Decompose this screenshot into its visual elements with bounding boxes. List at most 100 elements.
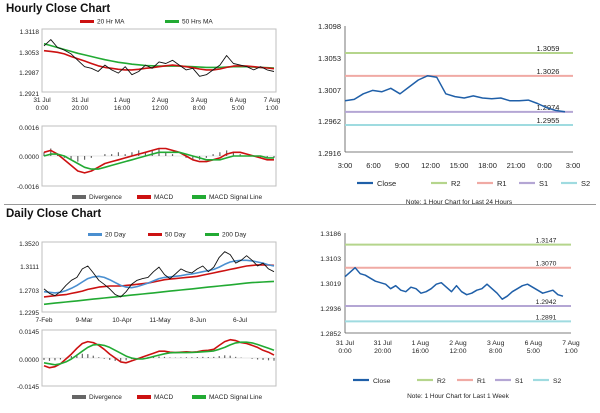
last_week-level-label: 1.3147 [536,238,557,245]
last_week-x-tick-label: 2 Aug [449,340,467,347]
last24_hours-legend-label: R2 [451,179,461,188]
last_week-x-tick-label: 12:00 [449,348,466,355]
daily_price-legend-swatch [205,233,219,236]
hourly_price-x-tick-label: 31 Jul [33,97,51,104]
hourly_price-y-tick-label: 1.3118 [20,29,40,36]
hourly_macd-y-tick-label: 0.0000 [19,154,39,161]
section-divider [4,204,596,205]
daily_macd-legend-swatch [72,395,86,399]
daily_price-legend-swatch [88,233,102,236]
hourly_price-legend-label: 20 Hr MA [97,19,125,26]
last24_hours-y-tick-label: 1.2916 [318,149,341,158]
hourly_macd-legend-label: Divergence [89,194,122,201]
daily_macd-y-tick-label: 0.0000 [19,357,39,364]
hourly_price-legend-swatch [165,20,179,23]
daily_price-y-tick-label: 1.2295 [19,310,39,317]
daily_price-y-tick-label: 1.3111 [20,264,39,271]
last_week-x-tick-label: 5:00 [527,348,540,355]
daily_price-series-line [43,280,275,306]
daily_macd-legend-label: MACD Signal Line [209,394,262,401]
daily_price-series-line [43,264,275,298]
last_week-x-tick-label: 16:00 [412,348,429,355]
hourly_macd-y-tick-label: -0.0016 [17,184,39,191]
daily_price-legend-label: 200 Day [222,232,247,239]
last_week-level-label: 1.2891 [536,314,557,321]
hourly_price-series-line [43,49,275,71]
last24_hours-note: Note: 1 Hour Chart for Last 24 Hours [406,199,513,206]
daily_price-legend-label: 20 Day [105,232,126,239]
last24_hours-x-tick-label: 3:00 [566,161,581,170]
last_week-x-tick-label: 20:00 [374,348,391,355]
daily_macd-y-tick-label: 0.0145 [19,329,39,336]
daily_macd-legend-label: MACD [154,394,173,401]
last24_hours-legend-label: R1 [497,179,507,188]
daily_price-series-line [43,259,275,294]
last24_hours-y-tick-label: 1.3007 [318,86,341,95]
last_week-legend-label: S2 [553,378,562,385]
last_week-close-line [344,266,564,300]
last_week-x-tick-label: 7 Aug [562,340,580,347]
last24_hours-level-label: 1.3059 [537,44,560,53]
last_week-legend-label: R1 [477,378,486,385]
daily_price-x-tick-label: 10-Apr [112,317,132,324]
last24_hours-legend-label: S2 [581,179,590,188]
daily-section-title: Daily Close Chart [6,208,102,220]
daily_price-x-tick-label: 6-Jul [233,317,248,324]
hourly_macd-legend-swatch [192,195,206,199]
daily_price-y-tick-label: 1.3520 [19,241,39,248]
hourly_price-x-tick-label: 5:00 [232,105,245,112]
hourly_price-x-tick-label: 1 Aug [114,97,131,104]
last_week-note: Note: 1 Hour Chart for Last 1 Week [407,393,510,400]
hourly-section-title: Hourly Close Chart [6,3,111,15]
hourly_price-x-tick-label: 1:00 [266,105,279,112]
hourly_price-legend-swatch [80,20,94,23]
last24_hours-x-tick-label: 12:00 [421,161,440,170]
hourly_macd-series-line [43,151,274,170]
last24_hours-legend-label: Close [377,179,396,188]
hourly_price-x-tick-label: 0:00 [36,105,49,112]
last_week-x-tick-label: 31 Jul [336,340,355,347]
hourly_price-x-tick-label: 31 Jul [71,97,89,104]
last24_hours-legend-label: S1 [539,179,548,188]
hourly_price-y-tick-label: 1.2921 [19,91,39,98]
last24_hours-level-label: 1.2955 [537,116,560,125]
daily_macd-legend-swatch [192,395,206,399]
hourly_price-y-tick-label: 1.2987 [19,70,39,77]
last_week-level-label: 1.3070 [536,261,557,268]
last_week-y-tick-label: 1.2936 [320,306,341,313]
last_week-y-tick-label: 1.2852 [320,331,341,338]
last24_hours-level-label: 1.3026 [537,67,560,76]
hourly_price-y-tick-label: 1.3053 [19,50,39,57]
hourly_price-x-tick-label: 12:00 [152,105,169,112]
last24_hours-x-tick-label: 6:00 [366,161,381,170]
last_week-x-tick-label: 1 Aug [412,340,430,347]
hourly_price-series-line [43,39,275,77]
daily_macd-y-tick-label: -0.0145 [17,384,39,391]
last_week-x-tick-label: 31 Jul [374,340,393,347]
last_week-x-tick-label: 6 Aug [525,340,543,347]
last24_hours-x-tick-label: 18:00 [478,161,497,170]
daily_price-x-tick-label: 9-Mar [76,317,94,324]
last24_hours-x-tick-label: 3:00 [338,161,353,170]
hourly_macd-legend-label: MACD Signal Line [209,194,262,201]
daily_price-legend-swatch [148,233,162,236]
last24_hours-x-tick-label: 0:00 [537,161,552,170]
last_week-legend-label: Close [373,378,391,385]
last_week-y-tick-label: 1.3103 [320,256,341,263]
hourly_macd-legend-label: MACD [154,194,173,201]
daily_price-y-tick-label: 1.2703 [19,288,39,295]
last_week-x-tick-label: 8:00 [489,348,502,355]
daily_price-series-line [43,251,275,298]
hourly_price-legend-label: 50 Hrs MA [182,19,213,26]
hourly_price-x-tick-label: 8:00 [193,105,206,112]
hourly_price-x-tick-label: 2 Aug [152,97,169,104]
last24_hours-y-tick-label: 1.3053 [318,54,341,63]
daily_macd-series-line [43,338,275,369]
last_week-legend-label: R2 [437,378,446,385]
hourly_macd-legend-swatch [72,195,86,199]
daily_price-x-tick-label: 11-May [149,317,171,324]
last24_hours-y-tick-label: 1.2962 [318,117,341,126]
hourly_macd-y-tick-label: 0.0016 [19,125,39,132]
hourly_price-x-tick-label: 7 Aug [264,97,281,104]
